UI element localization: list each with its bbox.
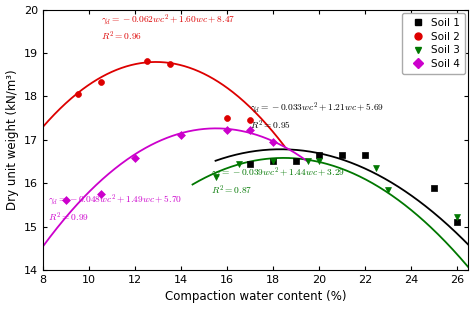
Point xyxy=(131,155,139,160)
Point xyxy=(246,128,254,133)
Text: $R^2 = 0.95$: $R^2 = 0.95$ xyxy=(250,119,291,132)
Point xyxy=(269,158,277,163)
Point xyxy=(338,153,346,158)
Point xyxy=(97,80,104,85)
Point xyxy=(453,220,461,225)
Text: $\gamma_d = -0.033wc^2 +1.21wc +5.69$: $\gamma_d = -0.033wc^2 +1.21wc +5.69$ xyxy=(250,101,384,116)
Point xyxy=(269,159,277,164)
Text: $R^2 = 0.96$: $R^2 = 0.96$ xyxy=(100,30,142,44)
Point xyxy=(430,185,438,190)
Point xyxy=(246,118,254,123)
Point xyxy=(143,58,150,63)
Point xyxy=(212,174,219,179)
Point xyxy=(177,133,185,138)
Point xyxy=(269,139,277,144)
Point xyxy=(361,153,369,158)
Point xyxy=(315,153,323,158)
Point xyxy=(166,61,173,66)
Text: $\gamma_d = -0.062wc^2 +1.60wc +8.47$: $\gamma_d = -0.062wc^2 +1.60wc +8.47$ xyxy=(100,13,235,28)
Text: $\gamma_d = -0.039wc^2 +1.44wc +3.29$: $\gamma_d = -0.039wc^2 +1.44wc +3.29$ xyxy=(211,166,345,181)
Point xyxy=(223,116,231,121)
Point xyxy=(223,128,231,133)
Point xyxy=(304,159,311,164)
Text: $R^2 = 0.99$: $R^2 = 0.99$ xyxy=(48,211,89,224)
Y-axis label: Dry unit weight (kN/m³): Dry unit weight (kN/m³) xyxy=(6,70,18,210)
Point xyxy=(235,161,242,166)
Point xyxy=(97,192,104,197)
Point xyxy=(62,197,70,202)
X-axis label: Compaction water content (%): Compaction water content (%) xyxy=(165,290,346,303)
Point xyxy=(373,166,380,171)
Point xyxy=(246,161,254,166)
Text: $R^2 = 0.87$: $R^2 = 0.87$ xyxy=(211,184,252,197)
Point xyxy=(384,187,392,192)
Legend: Soil 1, Soil 2, Soil 3, Soil 4: Soil 1, Soil 2, Soil 3, Soil 4 xyxy=(402,13,465,74)
Text: $\gamma_d = -0.048wc^2 +1.49wc +5.70$: $\gamma_d = -0.048wc^2 +1.49wc +5.70$ xyxy=(48,193,182,208)
Point xyxy=(292,159,300,164)
Point xyxy=(315,158,323,163)
Point xyxy=(453,214,461,219)
Point xyxy=(74,92,82,97)
